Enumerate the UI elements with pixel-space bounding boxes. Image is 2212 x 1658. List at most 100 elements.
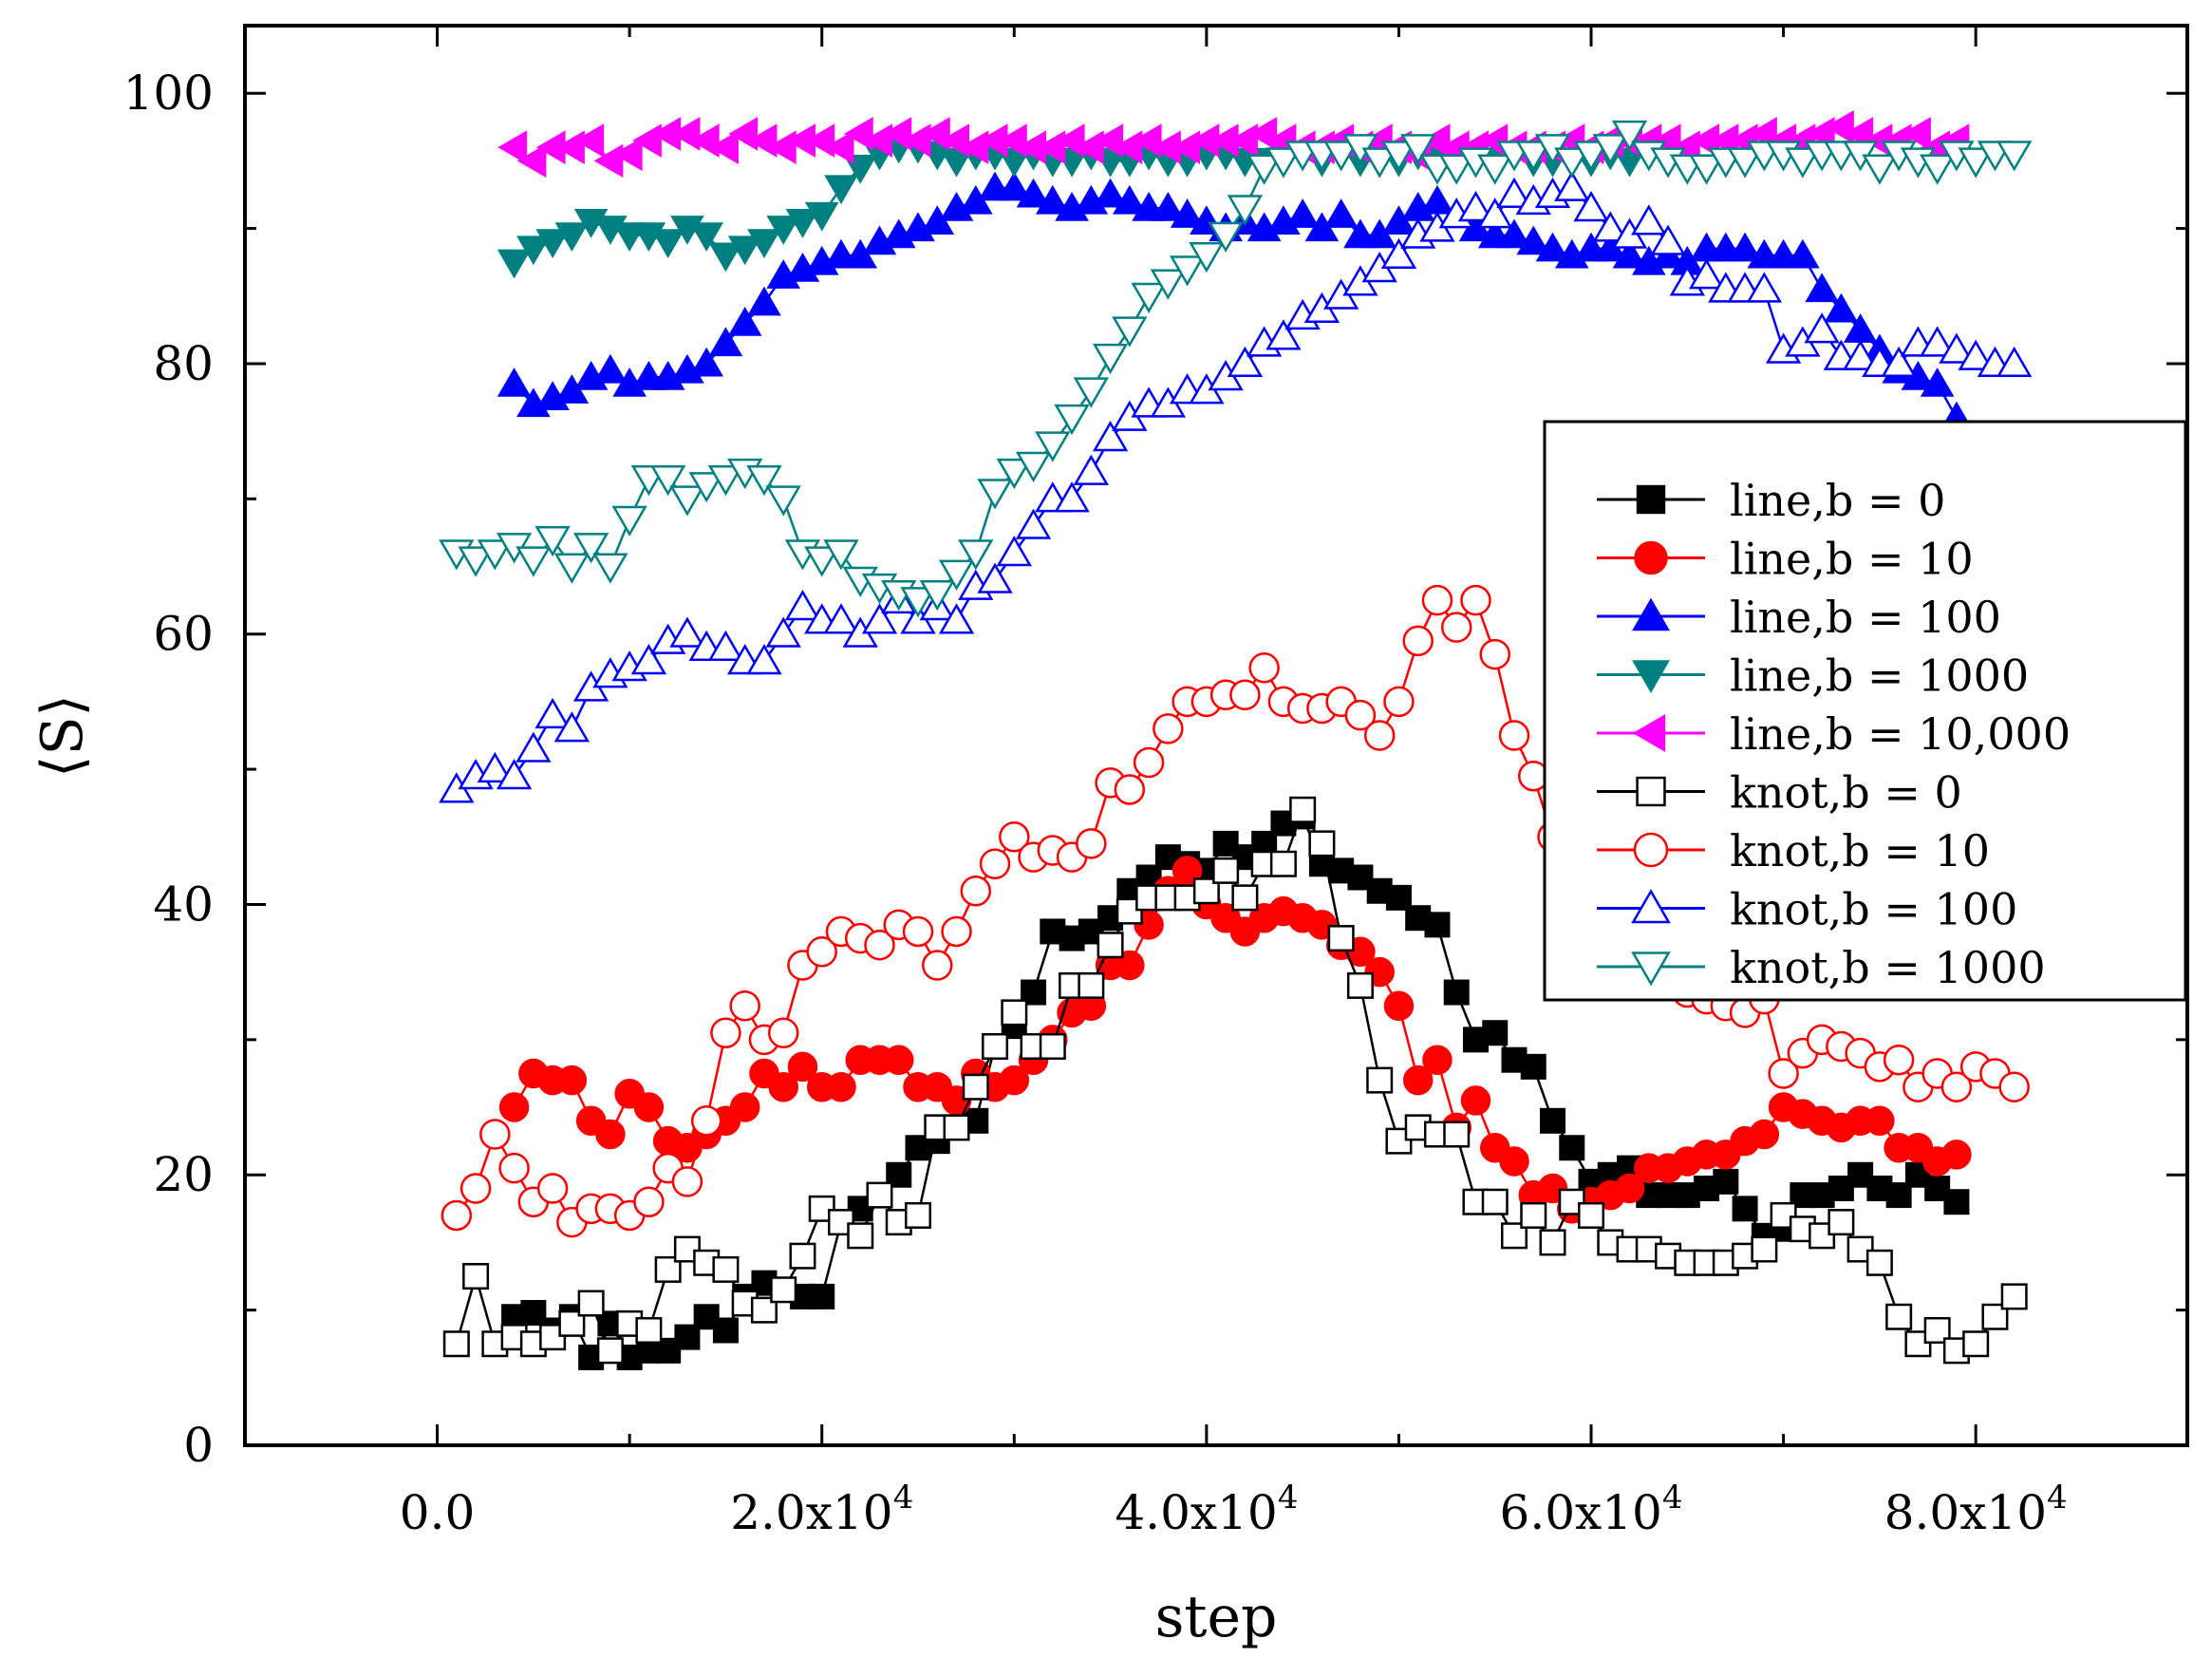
data-point bbox=[1440, 612, 1472, 643]
data-point bbox=[689, 347, 723, 377]
data-point bbox=[1248, 652, 1280, 684]
data-point bbox=[1385, 1127, 1413, 1155]
data-point bbox=[553, 711, 590, 743]
legend-marker bbox=[1631, 660, 1671, 693]
data-point bbox=[630, 643, 667, 675]
data-point bbox=[516, 143, 547, 179]
data-point bbox=[1631, 204, 1667, 236]
data-point bbox=[1001, 999, 1028, 1027]
y-axis-label: ⟨S⟩ bbox=[29, 694, 96, 778]
data-point bbox=[823, 603, 859, 634]
data-point bbox=[1477, 154, 1513, 185]
data-point bbox=[709, 130, 739, 164]
data-point bbox=[806, 936, 837, 968]
x-tick-label: 6.0x104 bbox=[1500, 1479, 1683, 1540]
y-tick-label: 40 bbox=[153, 876, 214, 932]
data-point bbox=[442, 1330, 470, 1358]
legend-entry: knot,b = 100 bbox=[1597, 884, 2017, 935]
data-point bbox=[1746, 272, 1783, 303]
data-point bbox=[1114, 774, 1146, 805]
data-point bbox=[1093, 178, 1128, 208]
data-point bbox=[1457, 190, 1494, 222]
data-point bbox=[727, 236, 762, 266]
data-point bbox=[1323, 198, 1359, 228]
data-point bbox=[746, 464, 782, 497]
legend-marker bbox=[1632, 713, 1666, 753]
data-point bbox=[1592, 134, 1628, 165]
data-point bbox=[1192, 877, 1220, 905]
data-point bbox=[595, 1119, 626, 1150]
data-point bbox=[1611, 120, 1648, 152]
data-point bbox=[789, 1242, 816, 1270]
legend-entry: line,b = 10,000 bbox=[1597, 708, 2071, 760]
data-point bbox=[477, 539, 514, 571]
data-point bbox=[804, 546, 840, 577]
data-point bbox=[498, 1152, 530, 1184]
data-point bbox=[650, 229, 685, 259]
data-point bbox=[554, 222, 590, 252]
data-point bbox=[765, 485, 801, 517]
data-point bbox=[866, 1181, 893, 1209]
data-point bbox=[1554, 170, 1590, 201]
data-point bbox=[1940, 1071, 1973, 1102]
data-point bbox=[1998, 1071, 2030, 1102]
data-point bbox=[689, 222, 723, 252]
data-point bbox=[1323, 141, 1359, 172]
data-point bbox=[669, 616, 705, 648]
data-point bbox=[1097, 932, 1124, 959]
data-point bbox=[729, 990, 760, 1022]
y-tick-label: 60 bbox=[153, 607, 214, 662]
data-point bbox=[1054, 481, 1090, 513]
data-point bbox=[1229, 679, 1261, 711]
data-point bbox=[785, 208, 820, 238]
data-point bbox=[1573, 141, 1609, 172]
data-point bbox=[804, 201, 839, 232]
data-point bbox=[1420, 184, 1454, 215]
data-point bbox=[1842, 339, 1879, 370]
data-point bbox=[1883, 1044, 1915, 1076]
data-point bbox=[1092, 343, 1129, 375]
plot-frame bbox=[243, 24, 2189, 1447]
data-point bbox=[999, 821, 1030, 853]
data-point bbox=[1170, 198, 1205, 228]
data-point bbox=[824, 130, 854, 164]
legend-marker bbox=[1631, 597, 1671, 631]
data-point bbox=[1865, 1105, 1895, 1137]
data-point bbox=[1881, 346, 1917, 377]
data-point bbox=[767, 1017, 799, 1048]
data-point bbox=[1688, 258, 1725, 290]
data-point bbox=[535, 229, 570, 259]
data-point bbox=[1169, 255, 1206, 287]
data-point bbox=[710, 1017, 741, 1048]
data-point bbox=[1902, 117, 1931, 151]
data-point bbox=[2000, 1283, 2028, 1310]
data-point bbox=[922, 950, 953, 981]
data-point bbox=[938, 559, 975, 591]
y-tick-labels: 0 20 40 60 80 100 bbox=[123, 66, 214, 1473]
y-tick-label: 20 bbox=[153, 1147, 214, 1202]
data-point bbox=[1939, 332, 1975, 364]
data-point bbox=[1865, 1249, 1893, 1276]
data-point bbox=[1482, 1020, 1509, 1046]
data-point bbox=[1573, 190, 1609, 222]
data-point bbox=[1554, 147, 1590, 179]
data-point bbox=[1327, 925, 1355, 952]
data-point bbox=[1346, 971, 1374, 999]
data-point bbox=[707, 630, 744, 661]
x-tick-labels: 0.0 2.0x104 4.0x104 6.0x104 8.0x104 bbox=[400, 1479, 2068, 1540]
series-7 bbox=[439, 170, 2033, 803]
data-point bbox=[459, 1173, 492, 1204]
data-point bbox=[612, 137, 643, 172]
data-point bbox=[574, 123, 605, 158]
data-point bbox=[826, 1071, 856, 1102]
data-point bbox=[727, 306, 762, 336]
data-point bbox=[900, 587, 936, 618]
data-point bbox=[1578, 1201, 1605, 1229]
axis-ticks bbox=[245, 26, 2187, 1447]
legend-entry: knot,b = 1000 bbox=[1597, 942, 2046, 993]
legend-label: line,b = 1000 bbox=[1730, 650, 2029, 702]
data-point bbox=[1785, 147, 1821, 179]
data-point bbox=[766, 216, 801, 245]
data-point bbox=[996, 458, 1032, 490]
data-point bbox=[462, 1263, 490, 1291]
